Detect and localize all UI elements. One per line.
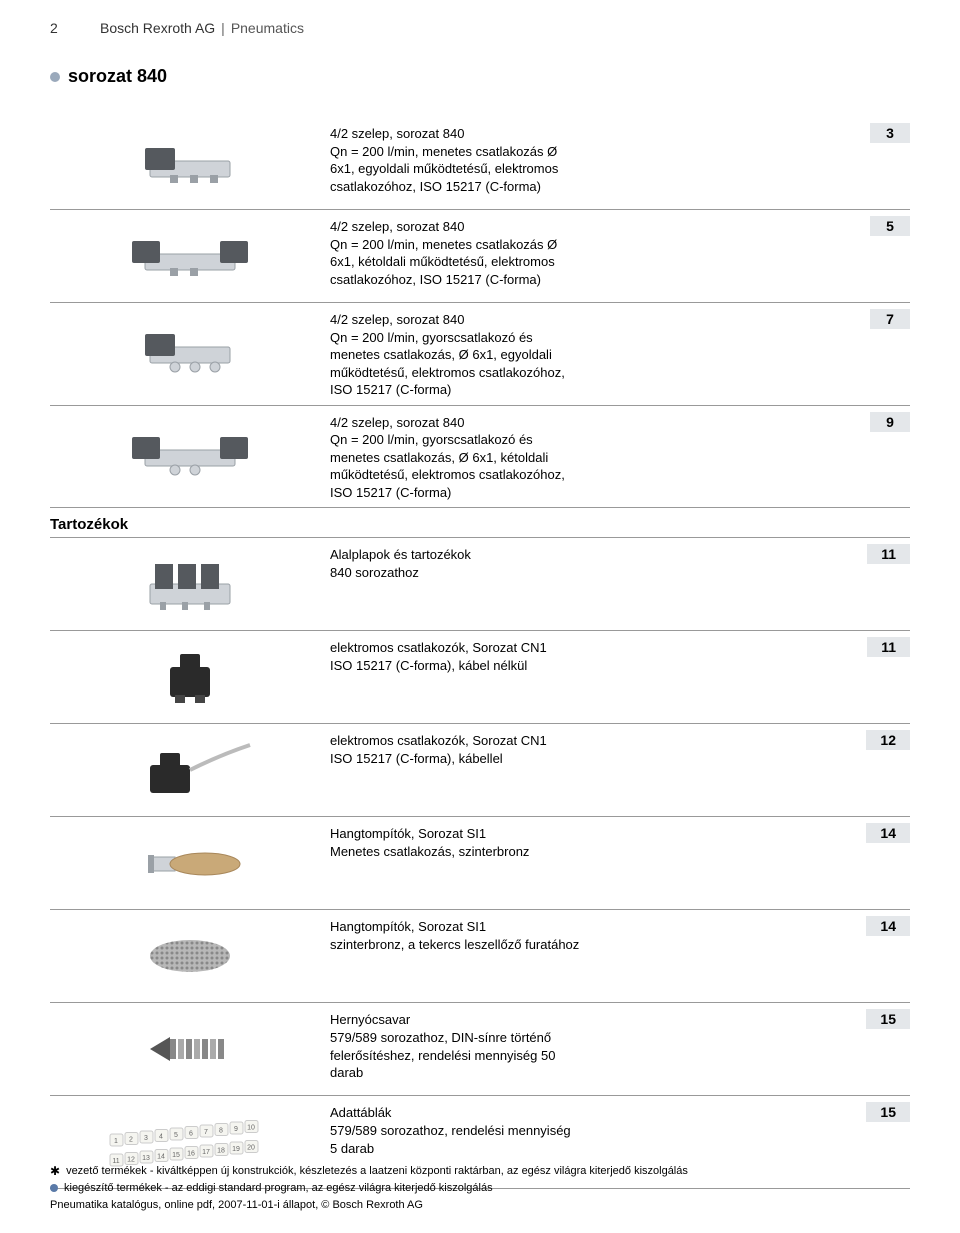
svg-text:3: 3 [144, 1135, 148, 1142]
svg-text:2: 2 [129, 1137, 133, 1144]
footer-text-1: vezető termékek - kiváltképpen új konstr… [66, 1163, 688, 1180]
product-description: 4/2 szelep, sorozat 840Qn = 200 l/min, m… [330, 216, 850, 288]
product-icon [50, 216, 330, 296]
title-row: sorozat 840 [50, 66, 910, 87]
page-ref-cell: 14 [850, 916, 910, 936]
page-number: 2 [50, 20, 100, 36]
company-name: Bosch Rexroth AG [100, 20, 215, 36]
svg-text:19: 19 [232, 1146, 240, 1153]
items-list: 4/2 szelep, sorozat 840Qn = 200 l/min, m… [50, 117, 910, 508]
product-icon [50, 1009, 330, 1089]
svg-text:4: 4 [159, 1134, 163, 1141]
page-ref-badge: 5 [870, 216, 910, 236]
product-description: elektromos csatlakozók, Sorozat CN1ISO 1… [330, 637, 850, 674]
product-description: 4/2 szelep, sorozat 840Qn = 200 l/min, m… [330, 123, 850, 195]
page-ref-cell: 11 [850, 637, 910, 657]
page-ref-cell: 14 [850, 823, 910, 843]
table-row: Hernyócsavar579/589 sorozathoz, DIN-sínr… [50, 1003, 910, 1096]
product-icon [50, 823, 330, 903]
product-description: Hangtompítók, Sorozat SI1Menetes csatlak… [330, 823, 850, 860]
product-description: Alalplapok és tartozékok840 sorozathoz [330, 544, 850, 581]
page-ref-badge: 15 [866, 1102, 910, 1122]
product-description: Hernyócsavar579/589 sorozathoz, DIN-sínr… [330, 1009, 850, 1081]
product-description: Hangtompítók, Sorozat SI1szinterbronz, a… [330, 916, 850, 953]
page-ref-badge: 14 [866, 823, 910, 843]
page-ref-badge: 3 [870, 123, 910, 143]
product-icon [50, 309, 330, 389]
svg-text:5: 5 [174, 1132, 178, 1139]
product-icon [50, 412, 330, 492]
product-icon [50, 544, 330, 624]
page-ref-cell: 11 [850, 544, 910, 564]
svg-text:10: 10 [247, 1125, 255, 1132]
page-ref-badge: 12 [866, 730, 910, 750]
page-ref-cell: 3 [850, 123, 910, 143]
bullet-icon [50, 1184, 58, 1192]
page-ref-badge: 15 [866, 1009, 910, 1029]
svg-text:20: 20 [247, 1145, 255, 1152]
page-ref-badge: 9 [870, 412, 910, 432]
page-ref-cell: 15 [850, 1102, 910, 1122]
page-ref-badge: 14 [866, 916, 910, 936]
category-label: Pneumatics [231, 20, 304, 36]
footer-text-2: kiegészítő termékek - az eddigi standard… [64, 1180, 493, 1197]
product-icon [50, 916, 330, 996]
table-row: elektromos csatlakozók, Sorozat CN1ISO 1… [50, 631, 910, 724]
footer-line-1: ✱ vezető termékek - kiváltképpen új kons… [50, 1162, 910, 1180]
accessories-list: Alalplapok és tartozékok840 sorozathoz11… [50, 538, 910, 1189]
product-description: 4/2 szelep, sorozat 840Qn = 200 l/min, g… [330, 412, 850, 502]
header-divider: | [221, 20, 225, 36]
svg-text:9: 9 [234, 1126, 238, 1133]
footer-line-2: kiegészítő termékek - az eddigi standard… [50, 1180, 910, 1197]
table-row: 4/2 szelep, sorozat 840Qn = 200 l/min, g… [50, 406, 910, 509]
product-icon [50, 637, 330, 717]
svg-text:8: 8 [219, 1128, 223, 1135]
table-row: 4/2 szelep, sorozat 840Qn = 200 l/min, m… [50, 117, 910, 210]
page-ref-badge: 11 [867, 637, 910, 657]
page-title: sorozat 840 [68, 66, 167, 87]
page-header: 2 Bosch Rexroth AG | Pneumatics [50, 20, 910, 36]
svg-text:6: 6 [189, 1131, 193, 1138]
product-description: elektromos csatlakozók, Sorozat CN1ISO 1… [330, 730, 850, 767]
page-ref-cell: 9 [850, 412, 910, 432]
product-icon [50, 730, 330, 810]
svg-text:7: 7 [204, 1129, 208, 1136]
table-row: elektromos csatlakozók, Sorozat CN1ISO 1… [50, 724, 910, 817]
footer-text-3: Pneumatika katalógus, online pdf, 2007-1… [50, 1197, 910, 1214]
page-ref-cell: 12 [850, 730, 910, 750]
star-icon: ✱ [50, 1162, 60, 1180]
svg-text:14: 14 [157, 1154, 165, 1161]
product-description: Adattáblák579/589 sorozathoz, rendelési … [330, 1102, 850, 1157]
table-row: Hangtompítók, Sorozat SI1Menetes csatlak… [50, 817, 910, 910]
svg-text:18: 18 [217, 1148, 225, 1155]
svg-text:16: 16 [187, 1151, 195, 1158]
svg-text:17: 17 [202, 1149, 210, 1156]
accessories-header: Tartozékok [50, 508, 910, 538]
table-row: 4/2 szelep, sorozat 840Qn = 200 l/min, g… [50, 303, 910, 406]
product-description: 4/2 szelep, sorozat 840Qn = 200 l/min, g… [330, 309, 850, 399]
title-dot-icon [50, 72, 60, 82]
table-row: 4/2 szelep, sorozat 840Qn = 200 l/min, m… [50, 210, 910, 303]
page-ref-cell: 5 [850, 216, 910, 236]
page-footer: ✱ vezető termékek - kiváltképpen új kons… [50, 1162, 910, 1213]
svg-text:1: 1 [114, 1138, 118, 1145]
page-ref-cell: 7 [850, 309, 910, 329]
svg-text:15: 15 [172, 1152, 180, 1159]
page-ref-badge: 11 [867, 544, 910, 564]
table-row: Hangtompítók, Sorozat SI1szinterbronz, a… [50, 910, 910, 1003]
table-row: Alalplapok és tartozékok840 sorozathoz 11 [50, 538, 910, 631]
product-icon [50, 123, 330, 203]
page-ref-badge: 7 [870, 309, 910, 329]
page-ref-cell: 15 [850, 1009, 910, 1029]
page-container: 2 Bosch Rexroth AG | Pneumatics sorozat … [0, 0, 960, 1233]
